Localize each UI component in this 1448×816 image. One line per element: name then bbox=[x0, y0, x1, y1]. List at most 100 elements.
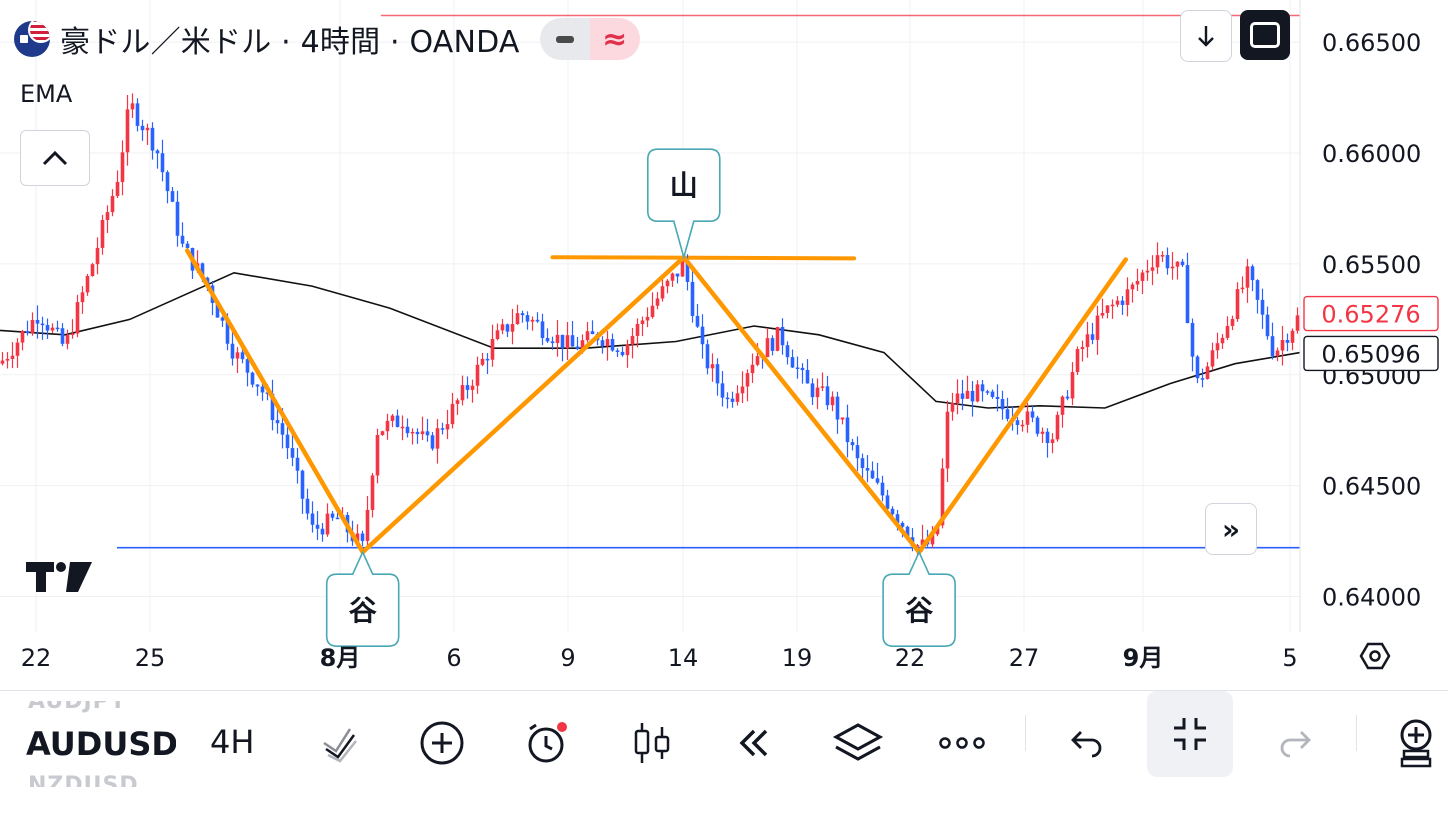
candle-body bbox=[1095, 315, 1100, 340]
candle-body bbox=[645, 316, 650, 321]
candle-body bbox=[750, 364, 755, 374]
candle-body bbox=[815, 387, 820, 398]
candle-body bbox=[1105, 305, 1110, 313]
indicator-label[interactable]: EMA bbox=[20, 80, 73, 108]
candle-body bbox=[895, 514, 900, 523]
more-dots-icon bbox=[939, 737, 985, 749]
x-tick-label: 6 bbox=[446, 644, 461, 672]
candle-body bbox=[1030, 411, 1035, 418]
candle-body bbox=[130, 103, 135, 110]
candle-body bbox=[920, 539, 925, 546]
current-symbol[interactable]: AUDUSD bbox=[26, 725, 176, 763]
plus-circle-icon bbox=[420, 721, 464, 765]
candle-body bbox=[755, 356, 760, 365]
prev-symbol[interactable]: AUDJPY bbox=[28, 701, 127, 714]
candle-body bbox=[990, 391, 995, 397]
candle-body bbox=[960, 393, 965, 399]
x-tick-label: 25 bbox=[135, 644, 166, 672]
candle-body bbox=[955, 393, 960, 404]
trend-line[interactable] bbox=[184, 248, 365, 555]
symbol-switcher[interactable]: AUDJPY AUDUSD NZDUSD bbox=[26, 701, 176, 787]
candle-body bbox=[100, 220, 105, 248]
indicators-button[interactable] bbox=[1384, 711, 1448, 775]
candle-body bbox=[50, 327, 55, 331]
candle-body bbox=[1075, 349, 1080, 373]
annotation-callout[interactable]: 谷 bbox=[882, 550, 956, 647]
candle-body bbox=[590, 331, 595, 335]
candle-body bbox=[1185, 265, 1190, 324]
annotation-callout[interactable]: 山 bbox=[647, 148, 721, 261]
replay-button[interactable] bbox=[722, 711, 786, 775]
candle-body bbox=[505, 324, 510, 332]
candle-body bbox=[880, 482, 885, 496]
download-button[interactable] bbox=[1180, 10, 1232, 62]
candle-body bbox=[65, 335, 70, 344]
candle-body bbox=[980, 384, 985, 392]
candle-body bbox=[535, 319, 540, 322]
annotation-callout[interactable]: 谷 bbox=[325, 550, 400, 647]
redo-button[interactable] bbox=[1264, 711, 1328, 775]
chart-title[interactable]: 豪ドル／米ドル · 4時間 · OANDA bbox=[60, 25, 520, 60]
candle-body bbox=[1255, 280, 1260, 300]
chart-type-button[interactable] bbox=[620, 711, 684, 775]
candle-body bbox=[530, 319, 535, 322]
candle-body bbox=[890, 508, 895, 515]
trend-line[interactable] bbox=[681, 254, 922, 555]
candle-body bbox=[715, 364, 720, 384]
next-symbol[interactable]: NZDUSD bbox=[28, 773, 139, 787]
candle-body bbox=[805, 370, 810, 384]
more-button[interactable] bbox=[930, 711, 994, 775]
candle-body bbox=[1050, 439, 1055, 444]
candle-body bbox=[175, 201, 180, 236]
candle-body bbox=[320, 528, 325, 535]
candle-body bbox=[225, 320, 230, 344]
candle-body bbox=[75, 302, 80, 334]
candle-body bbox=[1160, 255, 1165, 257]
layers-button[interactable] bbox=[826, 711, 890, 775]
timeframe-button[interactable]: 4H bbox=[210, 723, 255, 761]
wave-icon[interactable]: ≈ bbox=[589, 18, 640, 60]
candle-body bbox=[10, 355, 15, 359]
trend-lines bbox=[184, 248, 1129, 555]
candle-body bbox=[740, 386, 745, 394]
candle-body bbox=[555, 334, 560, 344]
candle-body bbox=[1145, 270, 1150, 273]
candle-body bbox=[1005, 409, 1010, 419]
candle-body bbox=[835, 396, 840, 420]
candle-body bbox=[1155, 255, 1160, 268]
candle-body bbox=[585, 331, 590, 341]
trade-pill[interactable]: ≈ bbox=[539, 18, 640, 60]
candle-body bbox=[600, 340, 605, 346]
candle-body bbox=[705, 344, 710, 369]
price-chart[interactable]: 谷山谷 0.665000.660000.655000.650000.645000… bbox=[0, 0, 1448, 690]
candle-body bbox=[280, 423, 285, 435]
candle-body bbox=[1200, 378, 1205, 380]
drawing-tools-button[interactable] bbox=[308, 711, 372, 775]
add-button[interactable] bbox=[410, 711, 474, 775]
collapse-button[interactable] bbox=[20, 130, 90, 186]
candle-body bbox=[1015, 420, 1020, 425]
fullscreen-button[interactable] bbox=[1240, 10, 1290, 60]
candle-body bbox=[730, 398, 735, 402]
minus-icon[interactable] bbox=[539, 18, 590, 60]
alert-button[interactable] bbox=[514, 711, 578, 775]
candle-body bbox=[655, 298, 660, 306]
candle-body bbox=[440, 428, 445, 430]
candle-body bbox=[515, 313, 520, 325]
time-axis: 22 25 8月 6 9 14 19 22 27 9月 5 bbox=[21, 644, 1298, 672]
trend-line[interactable] bbox=[360, 254, 687, 555]
settings-icon[interactable] bbox=[1359, 642, 1391, 670]
trend-line[interactable] bbox=[916, 257, 1129, 555]
candles-icon bbox=[634, 723, 670, 763]
candle-body bbox=[415, 431, 420, 435]
undo-button[interactable] bbox=[1054, 711, 1118, 775]
candle-body bbox=[445, 424, 450, 430]
candle-body bbox=[1245, 266, 1250, 288]
x-tick-label: 27 bbox=[1009, 644, 1040, 672]
candle-body bbox=[525, 315, 530, 322]
candle-body bbox=[255, 384, 260, 387]
collapse-view-button[interactable] bbox=[1147, 691, 1233, 777]
scroll-right-button[interactable]: » bbox=[1205, 503, 1257, 555]
candle-body bbox=[20, 331, 25, 343]
candle-body bbox=[965, 390, 970, 399]
